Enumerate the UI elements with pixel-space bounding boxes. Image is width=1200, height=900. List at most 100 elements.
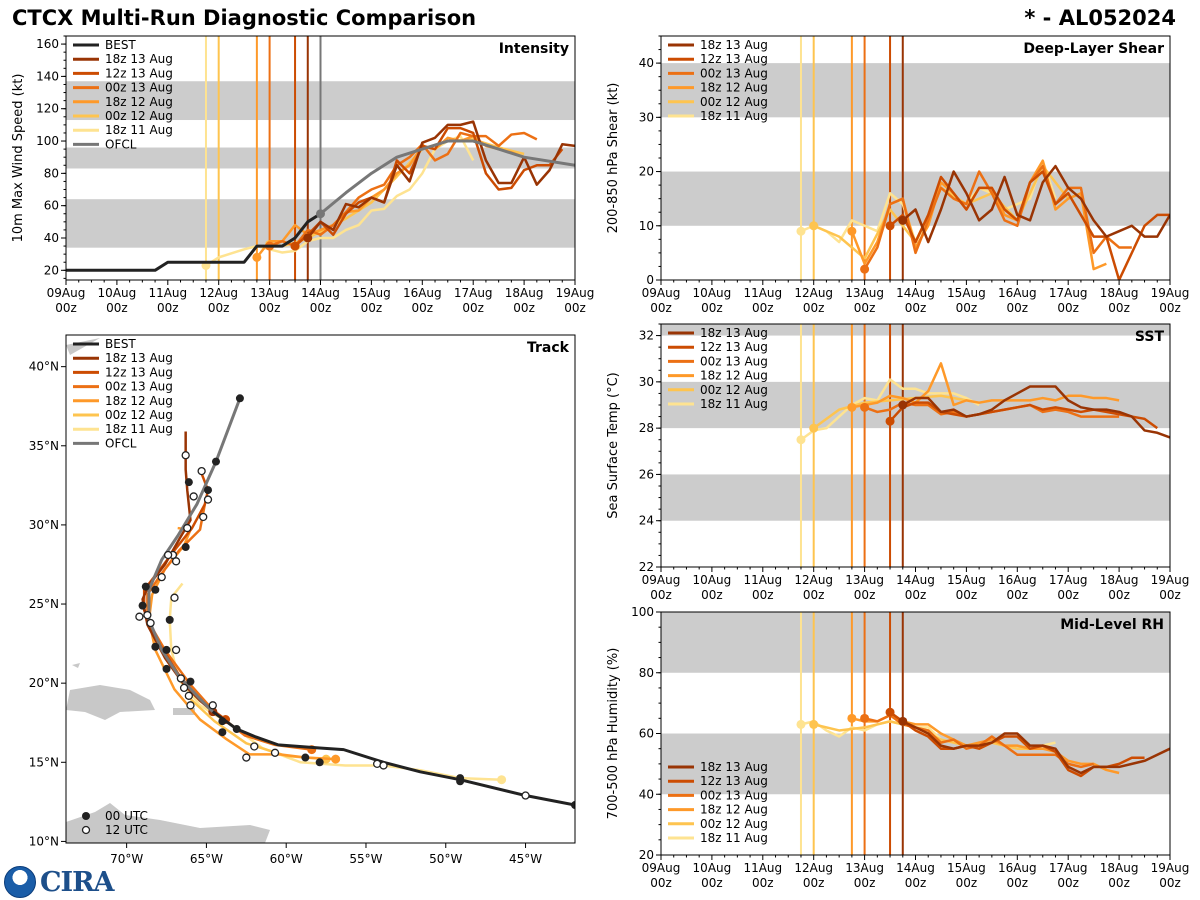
y-tick-label: 30 xyxy=(639,110,654,124)
marker-12utc xyxy=(203,495,213,504)
x-tick-date: 18Aug xyxy=(505,286,544,300)
x-tick-date: 09Aug xyxy=(642,286,681,300)
series-line xyxy=(901,164,1170,244)
y-tick-label: 80 xyxy=(44,166,59,180)
x-tick-hour: 00z xyxy=(905,301,927,315)
legend-label: 18z 13 Aug xyxy=(105,52,173,66)
x-tick-hour: 00z xyxy=(956,588,978,602)
x-tick-hour: 00z xyxy=(1007,588,1029,602)
legend-label: 18z 12 Aug xyxy=(700,369,768,383)
x-tick-hour: 00z xyxy=(803,876,825,890)
x-tick-date: 14Aug xyxy=(896,861,935,875)
legend-label: 18z 11 Aug xyxy=(700,109,768,123)
y-tick-label: 25°N xyxy=(29,597,59,611)
marker-00utc xyxy=(211,457,220,466)
x-tick-date: 19Aug xyxy=(1151,861,1190,875)
x-tick-hour: 00z xyxy=(310,301,332,315)
y-axis-label: 10m Max Wind Speed (kt) xyxy=(11,74,26,243)
x-tick-label: 50°W xyxy=(429,852,462,866)
run-start-point xyxy=(303,233,313,243)
y-tick-label: 60 xyxy=(44,199,59,213)
run-start-point xyxy=(860,264,870,274)
marker-legend-label: 12 UTC xyxy=(105,823,148,837)
marker-00utc xyxy=(315,758,324,767)
x-tick-hour: 00z xyxy=(701,876,723,890)
marker-00utc xyxy=(138,601,147,610)
x-tick-date: 13Aug xyxy=(845,861,884,875)
land-mass xyxy=(66,803,270,843)
legend-label: 18z 12 Aug xyxy=(105,394,173,408)
y-axis-label: 200-850 hPa Shear (kt) xyxy=(606,83,621,234)
x-tick-hour: 00z xyxy=(752,588,774,602)
y-tick-label: 100 xyxy=(36,134,59,148)
x-tick-hour: 00z xyxy=(956,876,978,890)
marker-12utc xyxy=(186,701,195,710)
x-tick-date: 18Aug xyxy=(1100,861,1139,875)
panel-title: Intensity xyxy=(499,41,569,57)
x-tick-hour: 00z xyxy=(106,301,128,315)
x-tick-hour: 00z xyxy=(854,588,876,602)
threshold-band xyxy=(661,63,1170,118)
marker-12utc xyxy=(197,466,206,476)
marker-00utc xyxy=(218,728,227,737)
x-tick-hour: 00z xyxy=(1057,301,1079,315)
x-tick-hour: 00z xyxy=(361,301,383,315)
x-tick-hour: 00z xyxy=(854,301,876,315)
x-tick-date: 14Aug xyxy=(896,573,935,587)
marker-00utc xyxy=(141,582,150,591)
x-tick-date: 10Aug xyxy=(693,573,732,587)
land-mass xyxy=(66,685,155,720)
legend-label: 18z 11 Aug xyxy=(105,123,173,137)
panel-title: Track xyxy=(527,340,570,356)
marker-12utc xyxy=(176,674,186,683)
marker-00utc xyxy=(186,677,195,686)
marker-12utc xyxy=(208,701,217,710)
x-tick-date: 16Aug xyxy=(998,861,1037,875)
y-tick-label: 26 xyxy=(639,467,654,481)
legend-label: 18z 12 Aug xyxy=(700,803,768,817)
run-start-point xyxy=(331,754,341,764)
x-tick-date: 13Aug xyxy=(845,286,884,300)
run-start-point xyxy=(847,713,857,723)
y-axis-label: 700-500 hPa Humidity (%) xyxy=(606,648,621,820)
series-line xyxy=(812,394,967,430)
x-tick-hour: 00z xyxy=(55,301,77,315)
marker-12utc xyxy=(163,550,173,560)
y-tick-label: 140 xyxy=(36,69,59,83)
marker-12utc xyxy=(135,612,144,621)
land-mass xyxy=(66,338,100,355)
x-tick-hour: 00z xyxy=(650,876,672,890)
y-tick-label: 40 xyxy=(639,56,654,70)
legend-label: 12z 13 Aug xyxy=(700,52,768,66)
marker-00utc xyxy=(204,486,213,495)
best-track-line xyxy=(211,710,575,807)
x-tick-date: 09Aug xyxy=(47,286,86,300)
legend-label: 00z 12 Aug xyxy=(105,109,173,123)
x-tick-hour: 00z xyxy=(157,301,179,315)
x-tick-date: 19Aug xyxy=(1151,573,1190,587)
y-tick-label: 100 xyxy=(631,605,654,619)
plot-area xyxy=(66,338,575,843)
y-tick-label: 0 xyxy=(646,273,654,287)
run-start-point xyxy=(860,402,870,412)
y-tick-label: 20°N xyxy=(29,676,59,690)
x-tick-date: 18Aug xyxy=(1100,286,1139,300)
plot-area xyxy=(661,612,1170,855)
x-tick-date: 11Aug xyxy=(743,286,782,300)
x-tick-hour: 00z xyxy=(1057,588,1079,602)
run-start-point xyxy=(796,435,806,445)
plot-area xyxy=(661,36,1170,280)
x-tick-hour: 00z xyxy=(1159,876,1181,890)
x-tick-hour: 00z xyxy=(462,301,484,315)
x-tick-hour: 00z xyxy=(956,301,978,315)
marker-12utc xyxy=(171,557,181,566)
legend-label: 00z 12 Aug xyxy=(700,383,768,397)
marker-00utc xyxy=(151,585,160,594)
run-start-point xyxy=(885,221,895,231)
run-start-point xyxy=(885,707,895,717)
marker-12utc xyxy=(189,492,198,501)
x-tick-date: 13Aug xyxy=(250,286,289,300)
legend-label: OFCL xyxy=(105,436,137,450)
x-tick-hour: 00z xyxy=(1108,876,1130,890)
